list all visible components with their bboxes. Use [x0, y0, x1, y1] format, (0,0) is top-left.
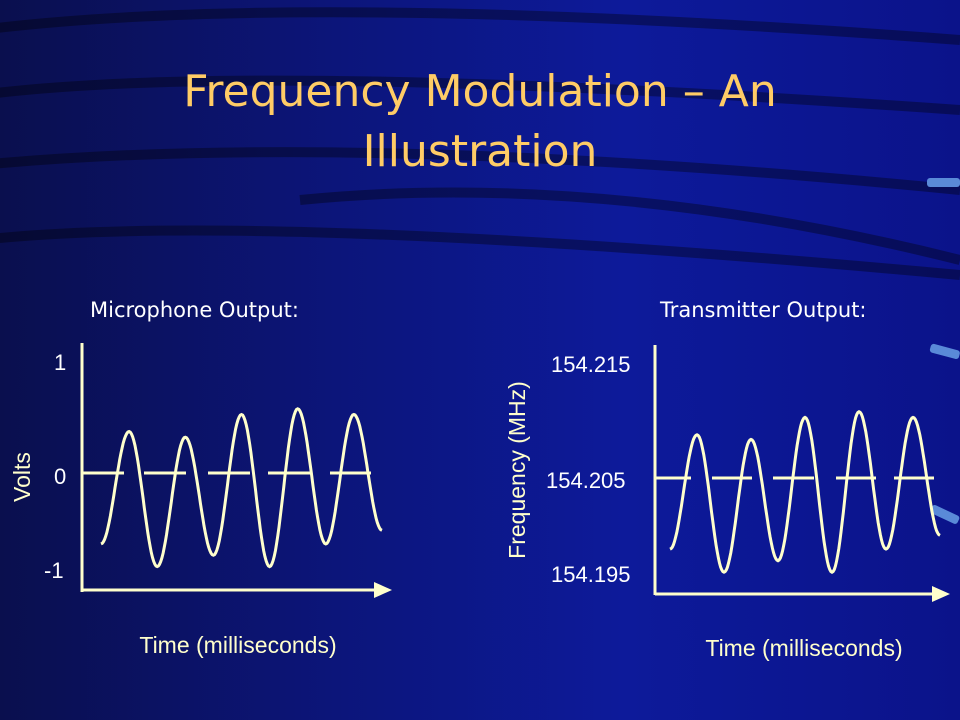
slide-title: Frequency Modulation – An Illustration — [80, 62, 880, 182]
y-tick-label-bottom: -1 — [44, 558, 64, 583]
slide-title-line1: Frequency Modulation – An — [183, 66, 777, 117]
transmitter-output-heading: Transmitter Output: — [660, 298, 867, 322]
y-tick-label-bottom: 154.195 — [551, 562, 631, 587]
microphone-output-heading: Microphone Output: — [90, 298, 299, 322]
x-axis-label: Time (milliseconds) — [139, 632, 336, 658]
y-tick-label-top: 1 — [54, 350, 66, 375]
x-axis-arrowhead — [374, 582, 392, 598]
x-axis-label: Time (milliseconds) — [705, 635, 902, 661]
y-tick-label-top: 154.215 — [551, 352, 631, 377]
y-axis-label: Volts — [9, 452, 35, 502]
y-tick-label-middle: 0 — [54, 464, 66, 489]
transmitter-waveform — [669, 409, 941, 574]
slide-title-line2: Illustration — [362, 126, 598, 177]
y-tick-label-middle: 154.205 — [546, 468, 626, 493]
x-axis-arrowhead — [932, 586, 950, 602]
y-axis-label: Frequency (MHz) — [504, 381, 530, 559]
microphone-waveform — [100, 407, 383, 569]
